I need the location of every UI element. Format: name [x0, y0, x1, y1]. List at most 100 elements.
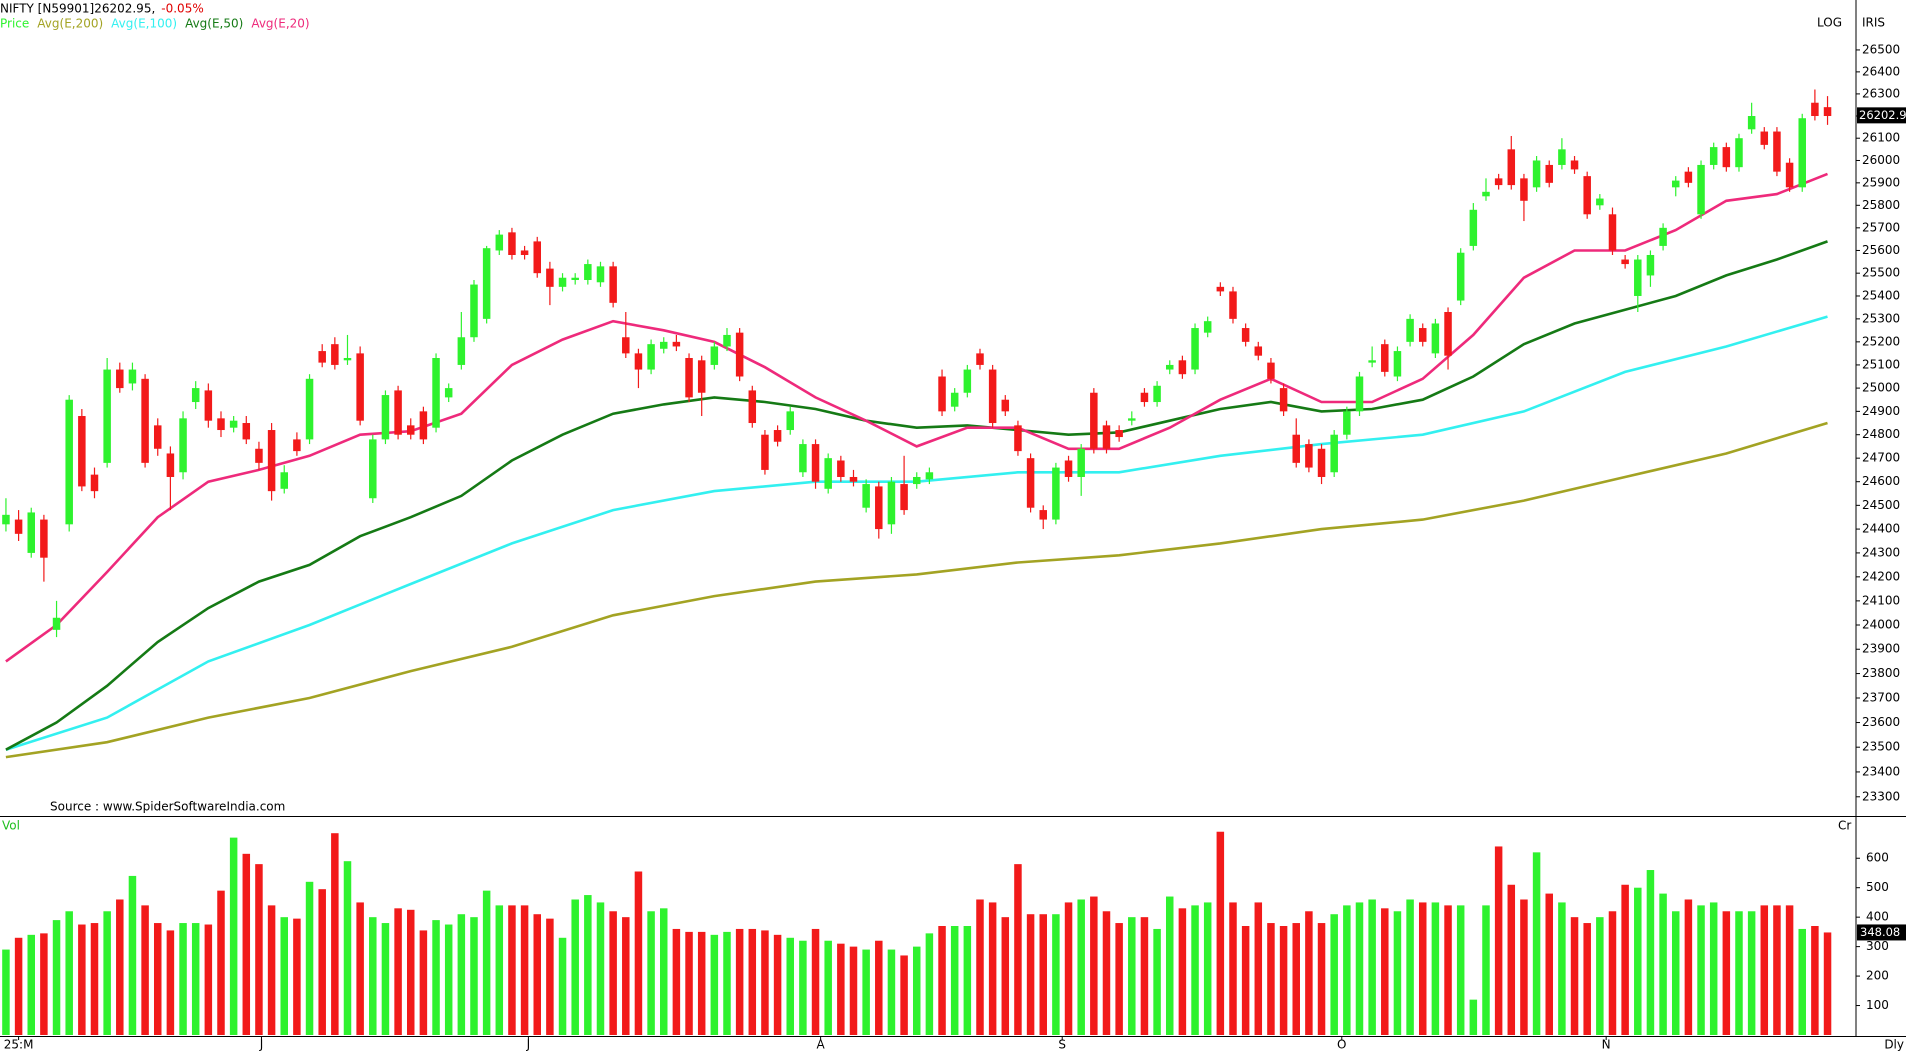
- volume-bar: [1077, 899, 1085, 1035]
- chart-title: NIFTY [N59901]26202.95,: [0, 2, 155, 16]
- candle-body: [166, 453, 175, 477]
- volume-bar: [786, 937, 794, 1035]
- candle-body: [697, 360, 706, 393]
- candle-body: [1507, 149, 1516, 186]
- candle-body: [1697, 164, 1705, 215]
- candle: [1001, 395, 1010, 417]
- x-tick-label: O: [1337, 1038, 1346, 1052]
- volume-bar: [191, 923, 200, 1035]
- volume-bar: [584, 895, 592, 1035]
- volume-bar: [1811, 926, 1819, 1035]
- candle: [1355, 371, 1364, 417]
- volume-bar: [622, 917, 630, 1035]
- y-tick-label: 25000: [1862, 381, 1900, 395]
- volume-bar: [1456, 905, 1465, 1035]
- candle: [875, 481, 883, 539]
- last-volume-box: [1857, 924, 1906, 941]
- candle: [1697, 160, 1705, 219]
- legend-entry: Avg(E,50): [185, 17, 243, 31]
- moving-average-line: [5, 240, 1828, 751]
- volume-bar: [1140, 917, 1149, 1035]
- candle: [1646, 250, 1655, 287]
- candle-body: [1406, 318, 1414, 342]
- volume-bar: [432, 920, 440, 1035]
- last-price-label: 26202.95: [1859, 108, 1906, 122]
- candle-body: [1418, 328, 1427, 342]
- volume-bar: [179, 923, 187, 1035]
- candle-body: [1077, 448, 1085, 477]
- volume-bar: [1216, 831, 1225, 1035]
- candle: [634, 348, 643, 389]
- candle-body: [1368, 360, 1376, 363]
- volume-bar: [40, 933, 48, 1035]
- candle: [647, 339, 655, 375]
- candle: [1545, 160, 1553, 188]
- candle-body: [659, 341, 668, 349]
- volume-bar: [1052, 914, 1060, 1035]
- volume-bar: [647, 911, 655, 1035]
- candle: [141, 374, 149, 468]
- candle: [1659, 223, 1667, 251]
- volume-bar: [229, 837, 238, 1035]
- y-tick-label: 25400: [1862, 288, 1900, 302]
- candle-body: [78, 416, 86, 487]
- candle-body: [938, 376, 946, 412]
- volume-bar: [1305, 911, 1313, 1035]
- candle-body: [103, 369, 111, 463]
- candle-body: [153, 425, 162, 449]
- candle-body: [862, 484, 870, 508]
- volume-bar: [217, 890, 225, 1035]
- volume-bar: [1735, 911, 1743, 1035]
- candle-body: [2, 514, 10, 525]
- volume-bar: [457, 914, 466, 1035]
- candle: [1469, 203, 1478, 251]
- candle-body: [482, 248, 491, 319]
- candle: [40, 514, 48, 582]
- y-tick-label: 25100: [1862, 357, 1900, 371]
- candle-body: [1317, 448, 1326, 477]
- volume-bar: [887, 949, 896, 1035]
- candle-body: [1102, 425, 1111, 449]
- volume-bar: [1494, 846, 1503, 1035]
- candle-body: [242, 423, 251, 440]
- volume-bar: [495, 905, 504, 1035]
- volume-bar: [571, 899, 579, 1035]
- y-tick-label: 500: [1866, 880, 1889, 894]
- volume-bar: [293, 918, 301, 1035]
- candle: [394, 385, 402, 440]
- candle: [1406, 314, 1414, 347]
- candle: [27, 507, 35, 558]
- candle: [761, 430, 769, 475]
- volume-bar: [1684, 899, 1693, 1035]
- volume-bar: [128, 875, 137, 1035]
- candle-body: [1811, 102, 1819, 117]
- volume-bar: [1355, 902, 1364, 1035]
- candle: [520, 245, 529, 260]
- volume-bar: [1697, 905, 1705, 1035]
- volume-bar: [1014, 864, 1022, 1035]
- candle-body: [558, 277, 567, 287]
- candle: [1090, 388, 1098, 454]
- candle-body: [1140, 392, 1149, 403]
- candle-body: [609, 266, 617, 303]
- candle-body: [1254, 346, 1263, 356]
- volume-bar: [1090, 896, 1098, 1035]
- candle-body: [1115, 430, 1123, 438]
- volume-bar: [1798, 928, 1806, 1035]
- candle: [14, 510, 23, 541]
- candle: [546, 261, 554, 306]
- candle-body: [533, 241, 541, 274]
- volume-bar: [331, 833, 339, 1035]
- candle: [1026, 453, 1035, 513]
- candle: [1128, 411, 1136, 426]
- volume-bar: [925, 933, 934, 1035]
- candle: [697, 355, 706, 417]
- volume-bar: [1507, 884, 1516, 1035]
- x-tick-label: 25:M: [4, 1038, 34, 1052]
- y-tick-label: 24900: [1862, 404, 1900, 418]
- candle: [1077, 444, 1085, 496]
- y-tick-label: 24700: [1862, 451, 1900, 465]
- candle: [267, 423, 276, 501]
- volume-bar: [1203, 902, 1212, 1035]
- candle: [217, 411, 225, 438]
